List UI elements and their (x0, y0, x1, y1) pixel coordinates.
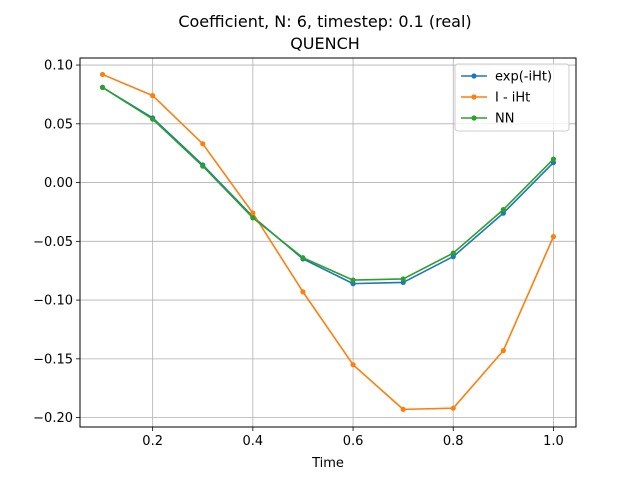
data-point (350, 277, 356, 283)
x-tick-label: 1.0 (543, 434, 564, 449)
y-tick-label: −0.10 (33, 294, 73, 309)
grid (80, 58, 576, 427)
legend-label: exp(-iHt) (495, 70, 552, 85)
axes-frame (79, 57, 577, 428)
data-point (500, 206, 506, 213)
legend-label: NN (495, 112, 514, 127)
legend-marker (471, 73, 477, 79)
legend-item: exp(-iHt) (461, 70, 552, 85)
y-tick-label: 0.00 (44, 176, 73, 191)
data-point (550, 234, 557, 240)
y-tick-label: −0.15 (33, 352, 73, 367)
data-point (300, 255, 306, 261)
data-point (450, 250, 456, 256)
data-point (300, 289, 306, 295)
series-group (99, 71, 557, 412)
chart-title: Coefficient, N: 6, timestep: 0.1 (real) (178, 12, 471, 31)
data-point (99, 84, 106, 90)
legend-marker (471, 115, 477, 121)
x-tick-label: 0.4 (243, 434, 264, 449)
data-point (450, 405, 456, 411)
y-tick-label: 0.05 (44, 117, 73, 132)
legend-box (454, 63, 570, 132)
chart-subtitle: QUENCH (290, 34, 360, 53)
series-line (102, 86, 555, 285)
y-tick-label: 0.10 (44, 59, 73, 74)
data-point (550, 156, 557, 162)
data-point (99, 71, 106, 78)
data-point (400, 406, 406, 412)
y-tick-label: −0.05 (33, 235, 73, 250)
legend-marker (471, 94, 477, 100)
series-line (102, 86, 555, 281)
data-point (200, 141, 206, 147)
data-point (400, 276, 406, 282)
data-point (500, 348, 506, 354)
x-axis-label: Time (311, 456, 344, 471)
data-point (150, 116, 156, 122)
x-tick-label: 0.8 (443, 434, 464, 449)
y-tick-label: −0.20 (33, 411, 73, 426)
data-point (250, 210, 256, 216)
data-point (150, 93, 156, 99)
data-point (200, 163, 206, 169)
series-1 (99, 71, 557, 412)
x-tick-label: 0.6 (343, 434, 364, 449)
series-line (102, 73, 555, 411)
legend-item: NN (461, 112, 514, 127)
ticks: 0.2 0.4 0.6 0.8 1.0 0.10 0.05 0.00 −0.05 −0.10 −0.… (33, 59, 564, 449)
legend: exp(-iHt) I - iHt NN (454, 63, 570, 132)
legend-label: I - iHt (495, 91, 530, 106)
x-tick-label: 0.2 (142, 434, 163, 449)
legend-item: I - iHt (461, 91, 530, 106)
data-point (350, 362, 356, 368)
series-2 (99, 84, 557, 283)
data-point (250, 215, 256, 221)
